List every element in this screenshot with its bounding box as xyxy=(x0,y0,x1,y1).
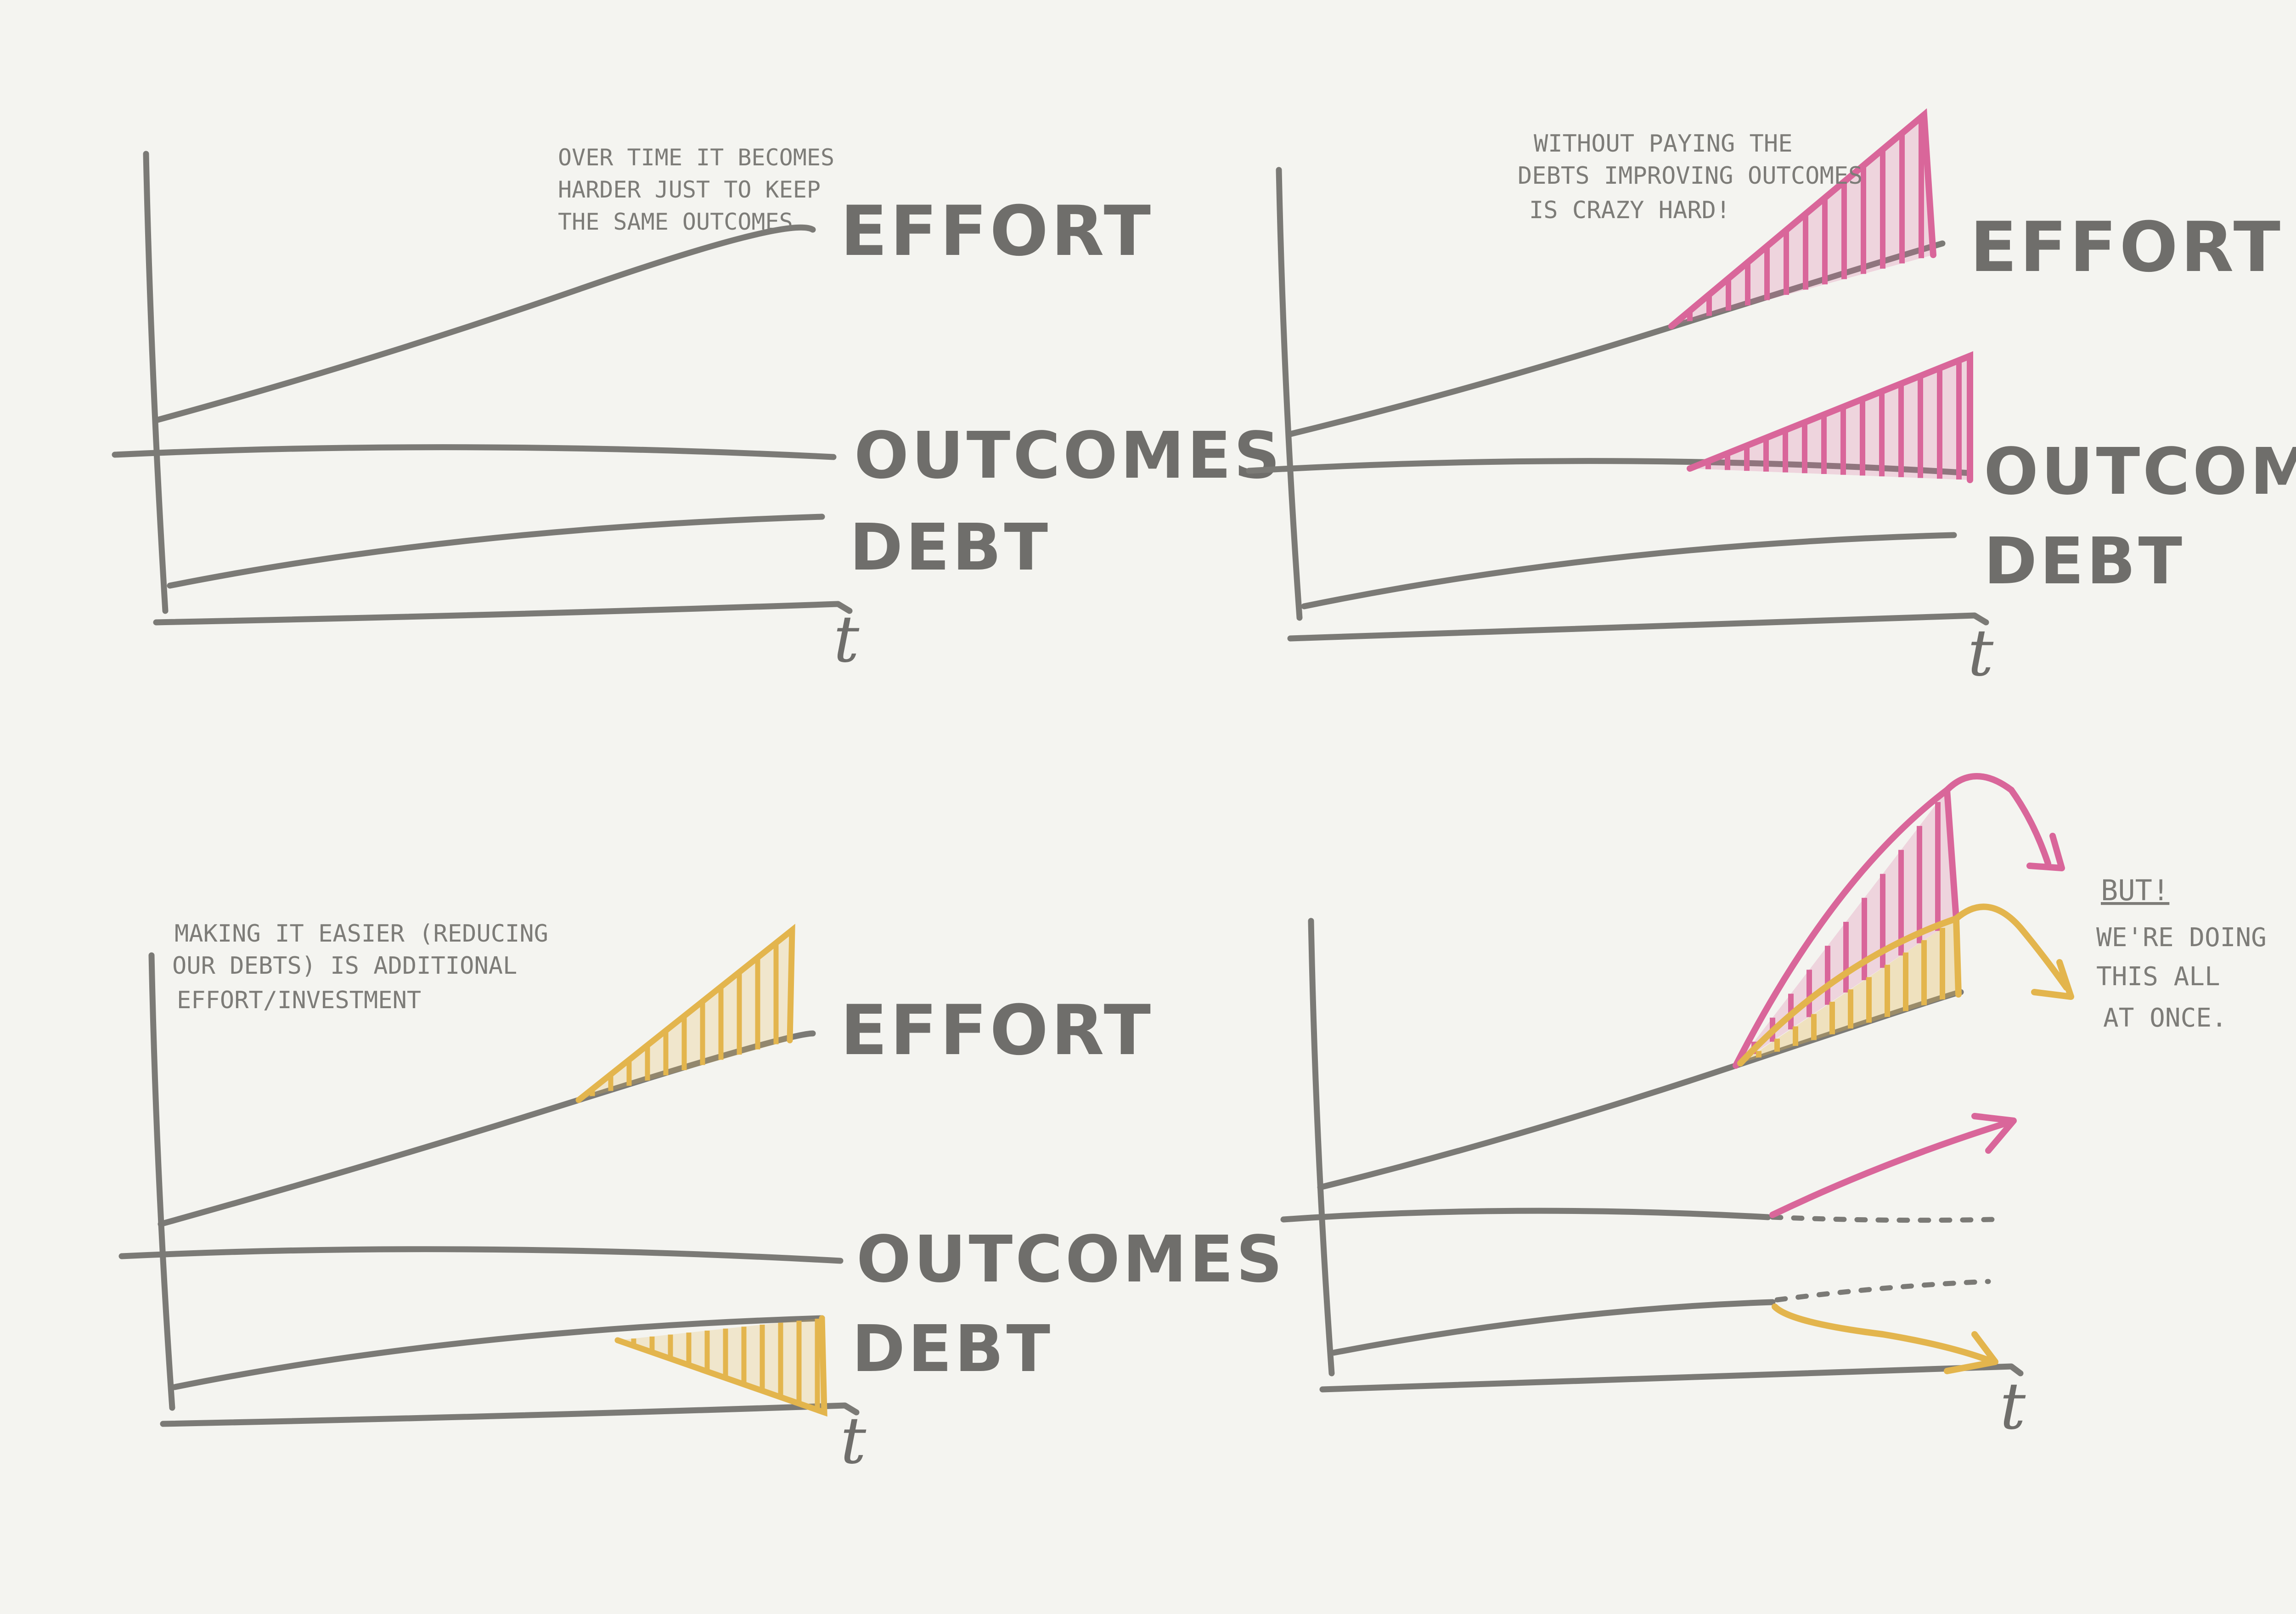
panel-reducing-debts: EFFORT OUTCOMES DEBT t MAKING IT EASIER … xyxy=(118,920,1285,1479)
yellow-debt-down-arrow xyxy=(1772,1304,1998,1374)
debt-line xyxy=(171,1315,825,1390)
effort-investment-hatch xyxy=(575,924,795,1103)
panel-effort-outcomes-debt: EFFORT OUTCOMES DEBT t OVER TIME IT BECO… xyxy=(112,144,1283,677)
panel-crazy-hard: EFFORT OUTCOMES DEBT t WITHOUT PAYING TH… xyxy=(1246,108,2296,691)
outcomes-extra-hatch xyxy=(1687,351,1973,483)
debt-label: DEBT xyxy=(1984,524,2185,599)
note-line: AT ONCE. xyxy=(2103,1003,2227,1033)
debt-label: DEBT xyxy=(852,1312,1053,1387)
debt-line xyxy=(167,514,825,589)
time-label: t xyxy=(833,602,860,677)
note-line: WE'RE DOING xyxy=(2096,923,2267,953)
debt-dotted-continuation xyxy=(1774,1279,1991,1303)
effort-line xyxy=(1287,240,1946,437)
effort-label: EFFORT xyxy=(840,991,1154,1071)
y-axis xyxy=(1308,918,1335,1377)
effort-line xyxy=(153,224,816,423)
outcomes-dotted-continuation xyxy=(1770,1214,1996,1223)
panel-note: BUT! WE'RE DOING THIS ALL AT ONCE. xyxy=(2096,874,2267,1033)
panel-note: OVER TIME IT BECOMES HARDER JUST TO KEEP… xyxy=(558,144,834,235)
yellow-effort-hatch xyxy=(1737,914,1962,1067)
note-line: OUR DEBTS) IS ADDITIONAL xyxy=(172,952,517,980)
note-line: BUT! xyxy=(2101,874,2169,907)
y-axis xyxy=(1276,167,1303,621)
x-axis xyxy=(1287,612,1989,642)
pink-curved-arrow xyxy=(1944,773,2065,871)
outcomes-label: OUTCOMES xyxy=(1984,435,2296,509)
outcomes-line xyxy=(112,444,837,460)
effort-label: EFFORT xyxy=(840,192,1154,271)
x-axis xyxy=(160,1402,860,1427)
debt-line xyxy=(1301,532,1957,609)
note-line: EFFORT/INVESTMENT xyxy=(177,987,421,1014)
debt-label: DEBT xyxy=(850,510,1051,585)
note-line: IS CRAZY HARD! xyxy=(1529,197,1730,224)
note-line: DEBTS IMPROVING OUTCOMES xyxy=(1518,162,1863,190)
time-label: t xyxy=(840,1404,867,1479)
effort-label: EFFORT xyxy=(1970,208,2283,288)
x-axis xyxy=(153,601,853,626)
outcomes-label: OUTCOMES xyxy=(856,1222,1285,1297)
y-axis xyxy=(148,952,175,1411)
debt-line xyxy=(1331,1299,1776,1356)
pink-outcomes-up-arrow xyxy=(1769,1113,2017,1218)
note-line: OVER TIME IT BECOMES xyxy=(558,144,834,171)
time-label: t xyxy=(1968,616,1994,691)
note-line: THIS ALL xyxy=(2096,962,2220,992)
panel-all-at-once: t BUT! WE'RE DOING THIS ALL AT ONCE. xyxy=(1280,773,2267,1444)
y-axis xyxy=(143,151,169,614)
effort-extra-hatch xyxy=(1668,108,1936,329)
x-axis xyxy=(1319,1363,2024,1393)
yellow-curved-arrow xyxy=(1953,903,2074,1000)
outcomes-line xyxy=(118,1246,844,1264)
note-line: HARDER JUST TO KEEP xyxy=(558,176,821,203)
note-line: THE SAME OUTCOMES xyxy=(558,209,793,235)
panel-note: WITHOUT PAYING THE DEBTS IMPROVING OUTCO… xyxy=(1518,130,1863,224)
note-line: MAKING IT EASIER (REDUCING xyxy=(174,920,548,948)
note-line: WITHOUT PAYING THE xyxy=(1534,130,1793,158)
debt-reduction-hatch xyxy=(614,1315,827,1417)
outcomes-label: OUTCOMES xyxy=(854,418,1283,493)
outcomes-line xyxy=(1280,1208,1771,1223)
time-label: t xyxy=(2000,1369,2026,1444)
panel-note: MAKING IT EASIER (REDUCING OUR DEBTS) IS… xyxy=(172,920,548,1014)
effort-line xyxy=(158,1030,816,1227)
